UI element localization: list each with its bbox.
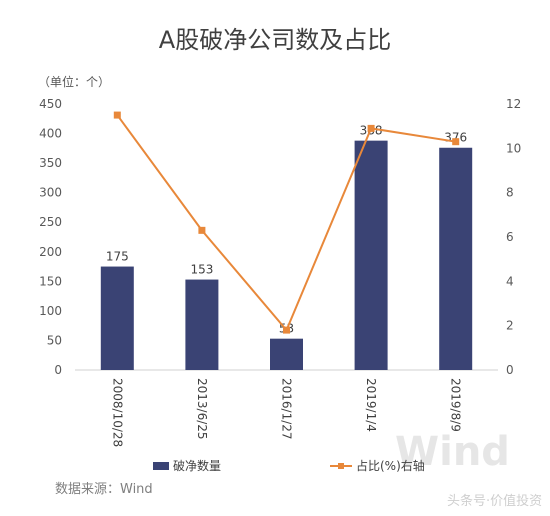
right-tick-label: 8: [506, 186, 514, 200]
line-point: [283, 326, 290, 334]
line-point: [367, 124, 375, 132]
x-tick-label: 2016/1/27: [280, 378, 294, 440]
bar: [270, 338, 303, 370]
line-point: [113, 111, 121, 119]
right-tick-label: 12: [506, 97, 521, 111]
legend-bar-swatch: [153, 462, 169, 470]
right-tick-label: 4: [506, 274, 514, 288]
left-tick-label: 350: [39, 156, 62, 170]
legend: 破净数量 占比(%)右轴: [153, 458, 425, 473]
bar-value-label: 175: [106, 250, 129, 264]
bar: [439, 147, 473, 370]
x-tick-label: 2019/8/9: [449, 378, 463, 432]
left-tick-label: 0: [54, 363, 62, 377]
right-tick-label: 0: [506, 363, 514, 377]
legend-bar-label: 破净数量: [173, 458, 221, 473]
bar-value-label: 153: [190, 263, 213, 277]
legend-line-marker: [338, 463, 344, 469]
left-tick-label: 250: [39, 215, 62, 229]
left-tick-label: 400: [39, 127, 62, 141]
left-tick-label: 50: [47, 333, 62, 347]
corner-watermark: 头条号·价值投资: [447, 493, 542, 509]
line-point: [198, 226, 206, 234]
bar: [100, 266, 134, 370]
legend-line-label: 占比(%)右轴: [356, 458, 425, 473]
line-series: [113, 111, 460, 334]
left-tick-label: 100: [39, 304, 62, 318]
x-tick-label: 2019/1/4: [364, 378, 378, 432]
unit-label: （单位：个）: [38, 74, 110, 89]
x-axis-ticks: 2008/10/28 2013/6/25 2016/1/27 2019/1/4 2019…: [110, 378, 462, 447]
left-tick-label: 450: [39, 97, 62, 111]
line-point: [452, 138, 460, 146]
source-note: 数据来源：Wind: [55, 482, 153, 497]
ratio-line: [116, 114, 456, 332]
left-axis-ticks: 0 50 100 150 200 250 300 350 400 450: [39, 97, 62, 377]
right-tick-label: 2: [506, 319, 514, 333]
left-tick-label: 150: [39, 274, 62, 288]
bar: [354, 140, 388, 370]
left-tick-label: 300: [39, 186, 62, 200]
watermark-logo: Wind: [395, 429, 510, 475]
right-axis-ticks: 0 2 4 6 8 10 12: [506, 97, 521, 377]
chart-title: A股破净公司数及占比: [159, 26, 391, 54]
bar-series: [100, 140, 473, 370]
bar: [185, 279, 219, 370]
x-tick-label: 2008/10/28: [110, 378, 124, 447]
bar-data-labels: 17515353388376: [106, 124, 467, 336]
right-tick-label: 10: [506, 141, 521, 155]
left-tick-label: 200: [39, 245, 62, 259]
right-tick-label: 6: [506, 230, 514, 244]
x-tick-label: 2013/6/25: [195, 378, 209, 440]
